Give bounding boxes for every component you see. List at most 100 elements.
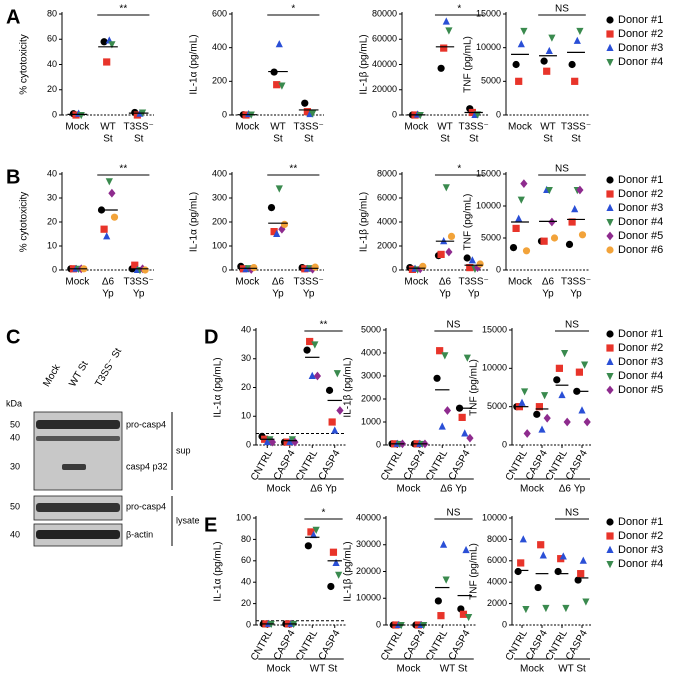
y-tick-label: 15000: [482, 324, 507, 334]
data-point: [553, 376, 561, 384]
data-point: [103, 58, 111, 66]
data-point: [466, 264, 474, 272]
y-tick-label: 60000: [372, 34, 397, 44]
significance-label: *: [291, 4, 295, 15]
x-tick-label: CASP4: [447, 628, 473, 662]
data-point: [434, 597, 442, 605]
y-tick-label: 60: [47, 34, 57, 44]
data-point: [576, 185, 584, 195]
data-point: [573, 36, 581, 44]
y-tick-label: 400: [212, 42, 227, 52]
significance-label: **: [119, 164, 127, 175]
band: [36, 420, 120, 429]
y-tick-label: 0: [502, 439, 507, 449]
data-point: [103, 232, 111, 240]
data-point: [311, 341, 319, 349]
x-tick-label: Mock: [508, 122, 533, 133]
significance-label: *: [457, 4, 461, 15]
data-point: [303, 108, 311, 116]
legend-marker: [606, 43, 614, 51]
lane-label: WT St: [67, 359, 90, 389]
group-label: WT St: [440, 664, 468, 675]
x-tick-label: T3SS⁻: [294, 122, 324, 133]
y-axis-label: IL-1α (pg/mL): [213, 357, 224, 417]
data-point: [267, 620, 275, 629]
legend-label: Donor #2: [618, 188, 663, 200]
y-tick-label: 8000: [377, 168, 397, 178]
legend-label: Donor #3: [618, 202, 663, 214]
legend-label: Donor #4: [618, 558, 663, 570]
y-axis-label: IL-1β (pg/mL): [359, 34, 370, 94]
data-point: [131, 261, 139, 269]
band-label: casp4 p32: [126, 461, 168, 471]
band: [36, 530, 120, 539]
data-point: [517, 40, 525, 48]
x-tick-label: Yp: [570, 289, 582, 300]
legend-label: Donor #6: [618, 244, 663, 256]
legend-label: Donor #3: [618, 42, 663, 54]
y-tick-label: 80: [47, 8, 57, 18]
data-point: [141, 266, 149, 274]
lane-label: Mock: [41, 362, 63, 389]
data-point: [459, 610, 468, 618]
x-tick-label: WT: [437, 122, 453, 133]
data-point: [561, 350, 569, 358]
data-point: [575, 368, 583, 376]
data-point: [100, 225, 108, 233]
y-tick-label: 6000: [487, 555, 507, 565]
data-point: [291, 437, 299, 447]
panel-label: A: [6, 6, 20, 28]
kda-marker: 50: [10, 501, 20, 511]
y-axis-label: TNF (pg/mL): [463, 194, 474, 251]
legend-label: Donor #1: [618, 14, 663, 26]
y-tick-label: 100: [212, 240, 227, 250]
data-point: [521, 388, 529, 396]
data-point: [416, 112, 424, 120]
data-point: [437, 64, 445, 72]
data-point: [538, 425, 546, 433]
data-point: [514, 567, 522, 576]
y-axis-label: % cytotoxicity: [19, 192, 30, 253]
data-point: [275, 40, 283, 48]
data-point: [568, 218, 576, 226]
y-tick-label: 20: [241, 382, 251, 392]
y-tick-label: 0: [222, 264, 227, 274]
legend-marker: [606, 344, 614, 352]
data-point: [306, 337, 314, 346]
x-tick-label: T3SS⁻: [561, 122, 591, 133]
legend-marker: [606, 545, 614, 553]
y-tick-label: 0: [496, 109, 501, 119]
data-point: [309, 530, 318, 539]
data-point: [313, 371, 322, 381]
data-point: [437, 250, 445, 258]
data-point: [312, 526, 320, 534]
y-tick-label: 5000: [361, 324, 381, 334]
data-point: [110, 213, 119, 221]
data-point: [108, 41, 116, 49]
significance-label: NS: [555, 4, 569, 15]
y-tick-label: 5000: [487, 401, 507, 411]
data-point: [541, 392, 549, 400]
legend-marker: [606, 357, 614, 365]
y-tick-label: 8000: [487, 534, 507, 544]
data-point: [519, 535, 527, 543]
data-point: [332, 558, 340, 566]
group-label: WT St: [558, 664, 586, 675]
group-label: Mock: [520, 664, 545, 675]
y-tick-label: 20: [47, 84, 57, 94]
significance-label: NS: [565, 320, 579, 331]
y-axis-label: IL-1β (pg/mL): [343, 541, 354, 601]
y-tick-label: 0: [376, 619, 381, 629]
y-tick-label: 80000: [372, 8, 397, 18]
x-tick-label: St: [469, 134, 479, 145]
data-point: [329, 548, 338, 556]
x-tick-label: Yp: [102, 289, 114, 300]
legend-marker: [606, 385, 614, 395]
data-point: [577, 570, 585, 578]
significance-label: NS: [447, 508, 461, 519]
y-tick-label: 10: [241, 411, 251, 421]
data-point: [439, 540, 448, 548]
y-tick-label: 80: [241, 534, 251, 544]
y-tick-label: 2000: [361, 393, 381, 403]
data-point: [278, 82, 286, 90]
